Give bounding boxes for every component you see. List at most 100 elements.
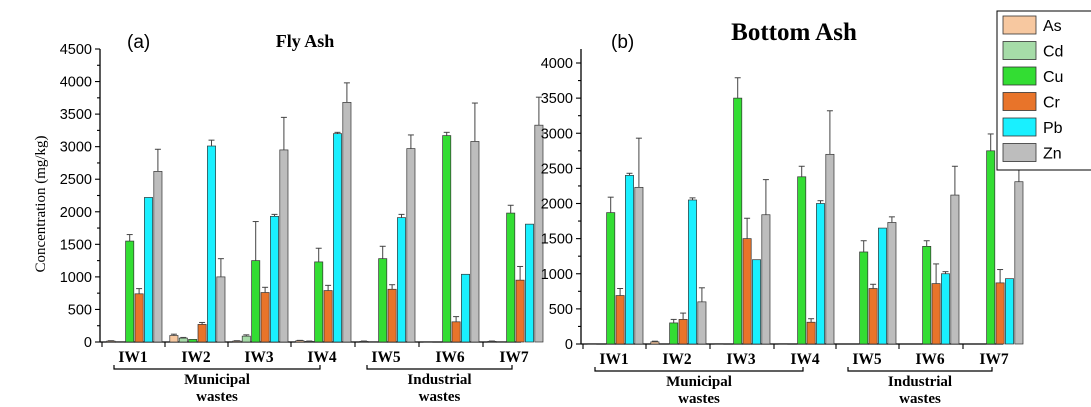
y-tick-label: 3000 xyxy=(60,140,92,156)
y-tick-label: 1000 xyxy=(541,267,573,283)
panel-b-title: Bottom Ash xyxy=(731,19,857,46)
x-tick-label: IW5 xyxy=(852,351,882,368)
bar-pb-iw4 xyxy=(333,133,342,343)
bar-cu-iw2 xyxy=(188,339,198,343)
bar-pb-iw6 xyxy=(941,273,950,345)
group-label-line1: Municipal xyxy=(184,372,250,388)
legend-swatch-pb xyxy=(1002,117,1037,137)
panel-a-tag: (a) xyxy=(127,32,150,53)
bar-as-iw2 xyxy=(650,341,660,345)
bar-zn-iw2 xyxy=(697,301,707,345)
x-tick-label: IW3 xyxy=(726,351,756,368)
bar-cu-iw7 xyxy=(506,212,516,343)
y-tick-label: 4000 xyxy=(541,56,573,72)
bar-zn-iw4 xyxy=(342,102,352,343)
bar-cu-iw3 xyxy=(733,97,743,345)
group-label-line2: wastes xyxy=(419,389,461,405)
group-label-line1: Industrial xyxy=(407,372,471,388)
bar-cu-iw4 xyxy=(797,176,807,345)
bar-zn-iw3 xyxy=(761,214,771,345)
bar-cr-iw7 xyxy=(995,282,1005,345)
y-tick-label: 500 xyxy=(68,302,92,318)
legend-swatch-as xyxy=(1002,15,1037,35)
legend-swatch-cd xyxy=(1002,41,1037,60)
bar-cr-iw1 xyxy=(134,293,144,343)
x-tick-label: IW7 xyxy=(979,351,1009,368)
bar-pb-iw2 xyxy=(207,145,216,343)
bar-cr-iw3 xyxy=(260,292,270,343)
y-tick-label: 1500 xyxy=(60,237,92,253)
bar-pb-iw5 xyxy=(397,217,406,343)
legend-label-as: As xyxy=(1043,18,1062,35)
x-tick-label: IW7 xyxy=(499,349,529,366)
bar-cr-iw2 xyxy=(197,324,207,343)
legend-label-zn: Zn xyxy=(1043,146,1062,163)
x-tick-label: IW1 xyxy=(118,349,147,366)
bar-zn-iw7 xyxy=(1014,181,1024,345)
legend-swatch-cu xyxy=(1002,66,1037,86)
bar-cu-iw5 xyxy=(859,251,869,345)
x-tick-label: IW4 xyxy=(307,349,337,366)
bar-cr-iw6 xyxy=(451,321,461,343)
panel-a-plot: 0 500 1000 1500 2000 2500 3000 3500 4000 4500 IW1 I… xyxy=(60,42,544,405)
y-tick-label: 4000 xyxy=(60,75,92,91)
bar-pb-iw7 xyxy=(525,223,534,343)
bar-cu-iw5 xyxy=(378,258,388,343)
bar-zn-iw1 xyxy=(153,171,163,343)
bar-pb-iw7 xyxy=(1005,278,1014,345)
legend-label-cr: Cr xyxy=(1043,95,1061,112)
bar-cr-iw6 xyxy=(931,283,941,345)
y-tick-label: 0 xyxy=(565,337,573,353)
bar-cu-iw2 xyxy=(669,322,679,345)
bar-pb-iw6 xyxy=(461,273,470,343)
bar-zn-iw6 xyxy=(950,194,960,345)
y-tick-label: 2000 xyxy=(541,197,573,213)
panel-b-plot: 0 500 1000 1500 2000 2500 3000 3500 4000 IW1 IW2 IW… xyxy=(541,48,1024,407)
bar-zn-iw5 xyxy=(406,148,416,343)
bar-cu-iw1 xyxy=(606,212,616,345)
y-tick-label: 4500 xyxy=(60,42,92,58)
bar-zn-iw6 xyxy=(470,141,480,343)
bar-cr-iw4 xyxy=(806,321,816,345)
y-tick-label: 2000 xyxy=(60,205,92,221)
group-bracket xyxy=(366,365,513,370)
x-tick-label: IW2 xyxy=(181,349,211,366)
legend-label-cd: Cd xyxy=(1043,44,1063,61)
bar-zn-iw4 xyxy=(825,153,835,345)
legend-swatch-zn xyxy=(1002,143,1037,162)
bar-zn-iw2 xyxy=(216,276,226,343)
bar-cr-iw5 xyxy=(868,288,878,345)
bar-as-iw2 xyxy=(169,335,179,343)
group-label-line1: Industrial xyxy=(888,374,952,390)
x-tick-label: IW1 xyxy=(599,351,628,368)
y-tick-label: 0 xyxy=(84,335,92,351)
x-tick-label: IW6 xyxy=(435,349,465,366)
bar-as-iw4 xyxy=(295,340,305,343)
x-tick-label: IW6 xyxy=(915,351,945,368)
bar-cd-iw2 xyxy=(178,337,188,343)
group-label-line1: Municipal xyxy=(666,374,732,390)
bar-cu-iw4 xyxy=(314,261,324,343)
y-tick-label: 3500 xyxy=(60,107,92,123)
legend-swatch-cr xyxy=(1002,92,1037,111)
y-axis-label: Concentration (mg/kg) xyxy=(33,135,49,272)
y-tick-label: 1000 xyxy=(60,270,92,286)
bar-cr-iw4 xyxy=(323,290,333,343)
bar-pb-iw1 xyxy=(625,175,634,345)
bar-zn-iw5 xyxy=(887,222,897,345)
bar-cu-iw1 xyxy=(125,240,135,343)
bar-pb-iw3 xyxy=(270,215,279,343)
bar-pb-iw3 xyxy=(752,259,761,345)
group-label-line2: wastes xyxy=(678,391,720,407)
y-tick-label: 3000 xyxy=(541,126,573,142)
legend-label-pb: Pb xyxy=(1043,120,1063,137)
y-tick-label: 2500 xyxy=(541,161,573,177)
x-tick-label: IW2 xyxy=(662,351,692,368)
group-bracket xyxy=(113,365,321,370)
bar-zn-iw3 xyxy=(279,149,289,343)
bar-cu-iw7 xyxy=(986,150,996,345)
group-label-line2: wastes xyxy=(899,391,941,407)
legend: As Cd Cu Cr Pb Zn xyxy=(996,10,1091,171)
panel-a-title: Fly Ash xyxy=(276,31,335,51)
